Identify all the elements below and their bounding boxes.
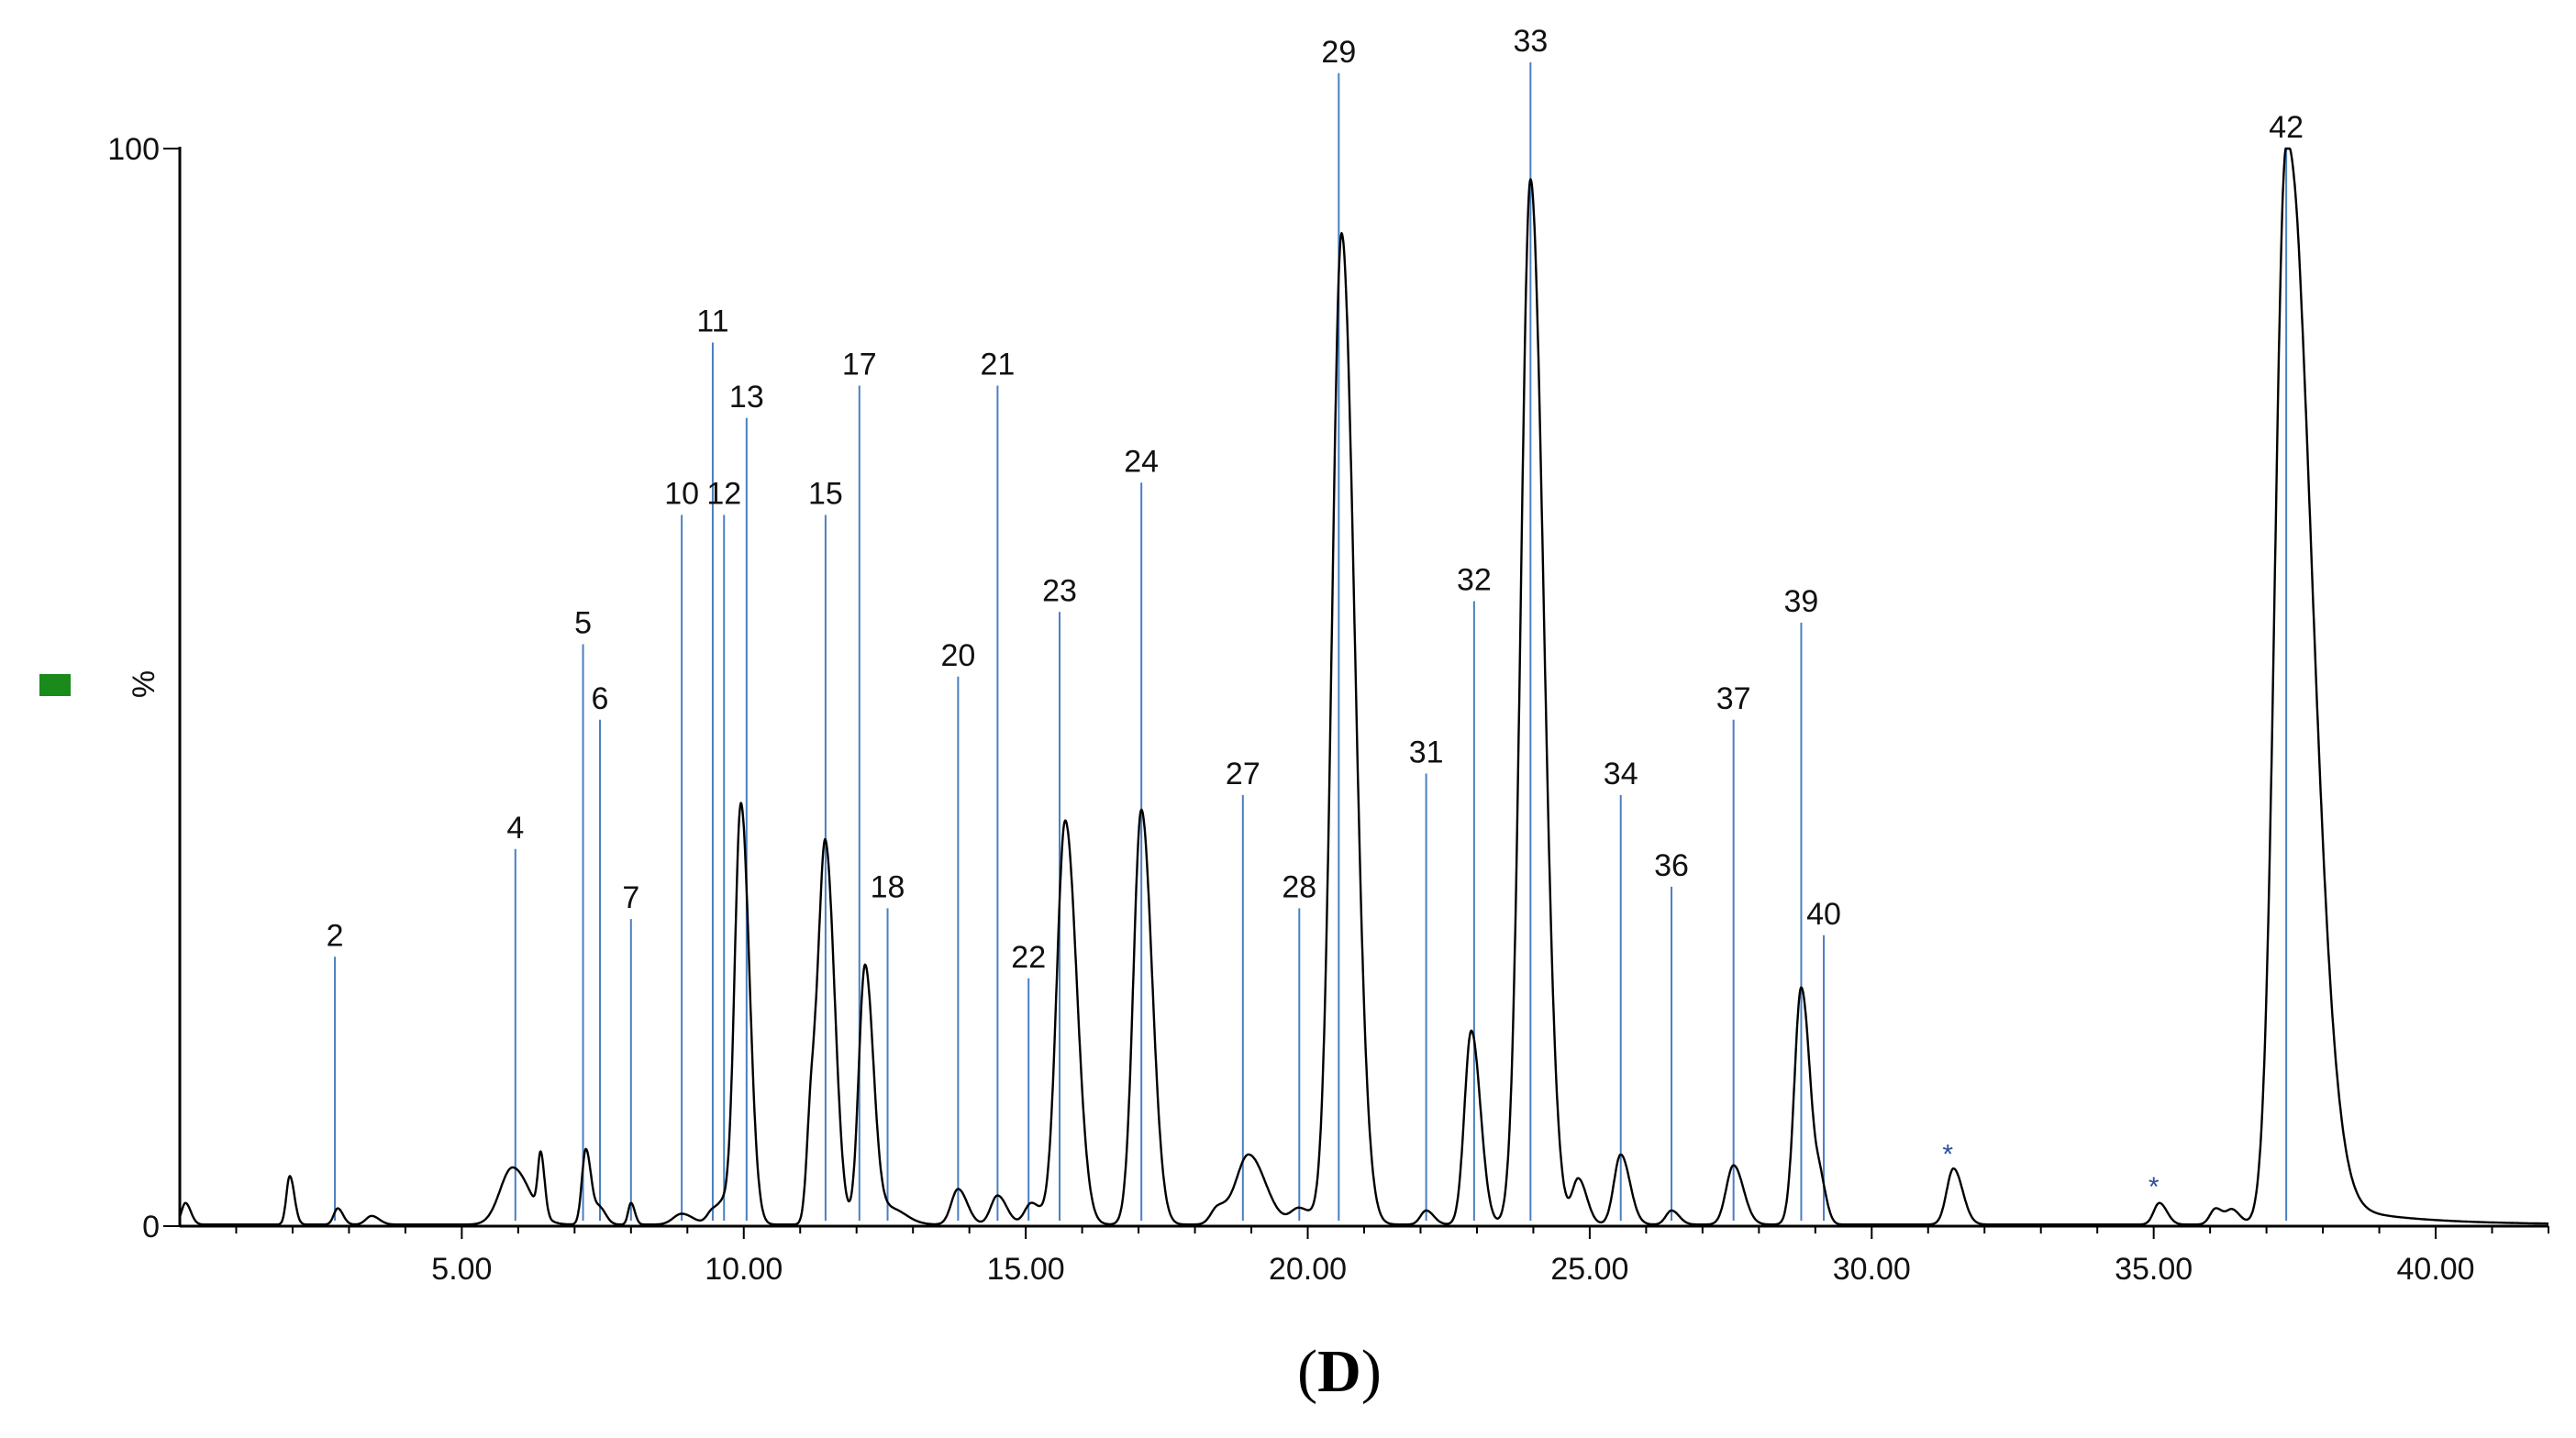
peak-label: 42 [2269, 110, 2304, 145]
peak-marker-lines [334, 62, 2288, 1221]
peak-label: 2 [327, 918, 344, 953]
x-tick-label: 15.00 [987, 1252, 1065, 1287]
peak-label: 37 [1716, 681, 1751, 716]
y-tick-label: 0 [142, 1210, 160, 1244]
peak-label: 11 [696, 304, 728, 339]
peak-labels: 2456710111213151718202122232427282931323… [327, 24, 2304, 1202]
axes: 5.00 10.00 15.00 20.00 25.00 30.00 35.00 40.00 0… [107, 132, 2549, 1287]
caption-letter: D [1317, 1338, 1361, 1405]
x-tick-label: 40.00 [2397, 1252, 2475, 1287]
x-tick-label: 25.00 [1550, 1252, 1628, 1287]
peak-label: 22 [1011, 940, 1046, 975]
x-tick-label: 5.00 [431, 1252, 492, 1287]
peak-label: 33 [1513, 24, 1548, 59]
x-tick-label: 35.00 [2115, 1252, 2193, 1287]
peak-label: 21 [980, 348, 1015, 382]
chromatogram-chart: 5.00 10.00 15.00 20.00 25.00 30.00 35.00 40.00 0… [39, 24, 2549, 1287]
x-tick-label: 30.00 [1833, 1252, 1911, 1287]
peak-label: 5 [574, 606, 592, 641]
peak-label: 27 [1226, 757, 1260, 791]
peak-label: 28 [1282, 869, 1316, 904]
peak-label: 4 [506, 811, 524, 846]
figure-caption: (D) [1193, 1337, 1486, 1407]
trace-line [178, 147, 2549, 1226]
peak-label: 10 [664, 477, 699, 512]
legend-color-marker [39, 674, 71, 696]
asterisk-marker: * [1942, 1140, 1953, 1170]
chromatogram-trace [178, 147, 2549, 1226]
x-tick-label: 10.00 [705, 1252, 783, 1287]
peak-label: 6 [592, 681, 609, 716]
peak-label: 40 [1806, 897, 1841, 932]
asterisk-marker: * [2149, 1172, 2160, 1202]
peak-label: 17 [842, 348, 877, 382]
peak-label: 24 [1124, 444, 1159, 479]
peak-label: 36 [1654, 848, 1689, 883]
caption-open: ( [1297, 1338, 1318, 1405]
peak-label: 20 [940, 638, 975, 673]
x-tick-label: 20.00 [1269, 1252, 1347, 1287]
y-tick-label: 100 [107, 132, 160, 167]
peak-label: 34 [1604, 757, 1638, 791]
peak-label: 7 [622, 880, 639, 915]
peak-label: 18 [871, 869, 905, 904]
peak-label: 23 [1042, 573, 1077, 608]
y-axis-label: % [127, 670, 161, 698]
peak-label: 15 [808, 477, 843, 512]
peak-label: 32 [1457, 563, 1492, 598]
peak-label: 39 [1784, 584, 1819, 619]
peak-label: 13 [729, 380, 764, 415]
caption-close: ) [1360, 1338, 1382, 1405]
peak-label: 29 [1321, 35, 1356, 70]
peak-label: 12 [706, 477, 741, 512]
peak-label: 31 [1409, 736, 1444, 770]
